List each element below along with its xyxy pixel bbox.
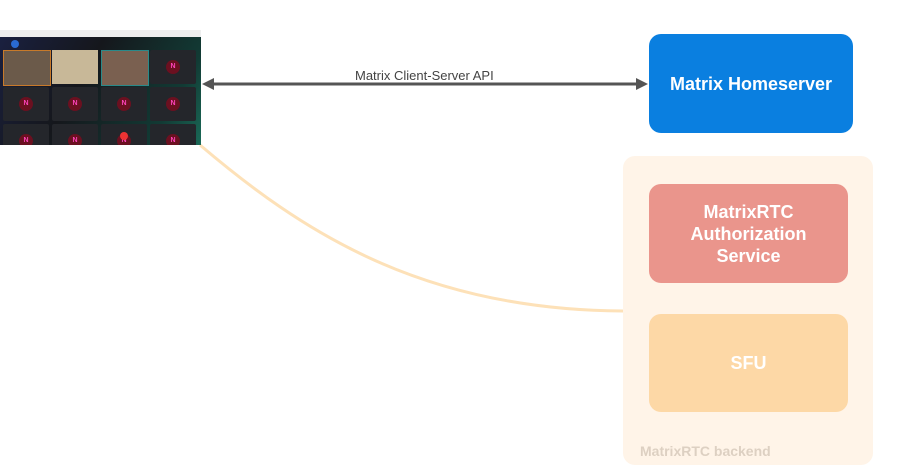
matrix-homeserver-box: Matrix Homeserver <box>649 34 853 133</box>
participant-tile: N <box>150 50 196 84</box>
authorization-service-box: MatrixRTC Authorization Service <box>649 184 848 283</box>
participant-tile <box>3 50 51 86</box>
participant-tile: N <box>52 87 98 121</box>
participant-tile: N <box>150 87 196 121</box>
participant-tile: N <box>101 87 147 121</box>
matrixrtc-backend-label: MatrixRTC backend <box>640 443 771 459</box>
participant-tile: N <box>52 124 98 145</box>
participant-tile: N <box>150 124 196 145</box>
arrowhead-left <box>202 78 214 90</box>
arrowhead-right <box>636 78 648 90</box>
participant-tile: N <box>3 87 49 121</box>
sfu-box: SFU <box>649 314 848 412</box>
hangup-button <box>120 132 128 140</box>
browser-bar <box>0 30 201 37</box>
participant-tile <box>52 50 98 84</box>
screenshot-to-sfu-curve <box>199 143 624 313</box>
client-server-api-label: Matrix Client-Server API <box>355 68 494 83</box>
video-call-screenshot: N N N N N N N N N <box>0 30 201 145</box>
participant-tile: N <box>3 124 49 145</box>
participant-tile <box>101 50 149 86</box>
room-avatar <box>11 40 19 48</box>
